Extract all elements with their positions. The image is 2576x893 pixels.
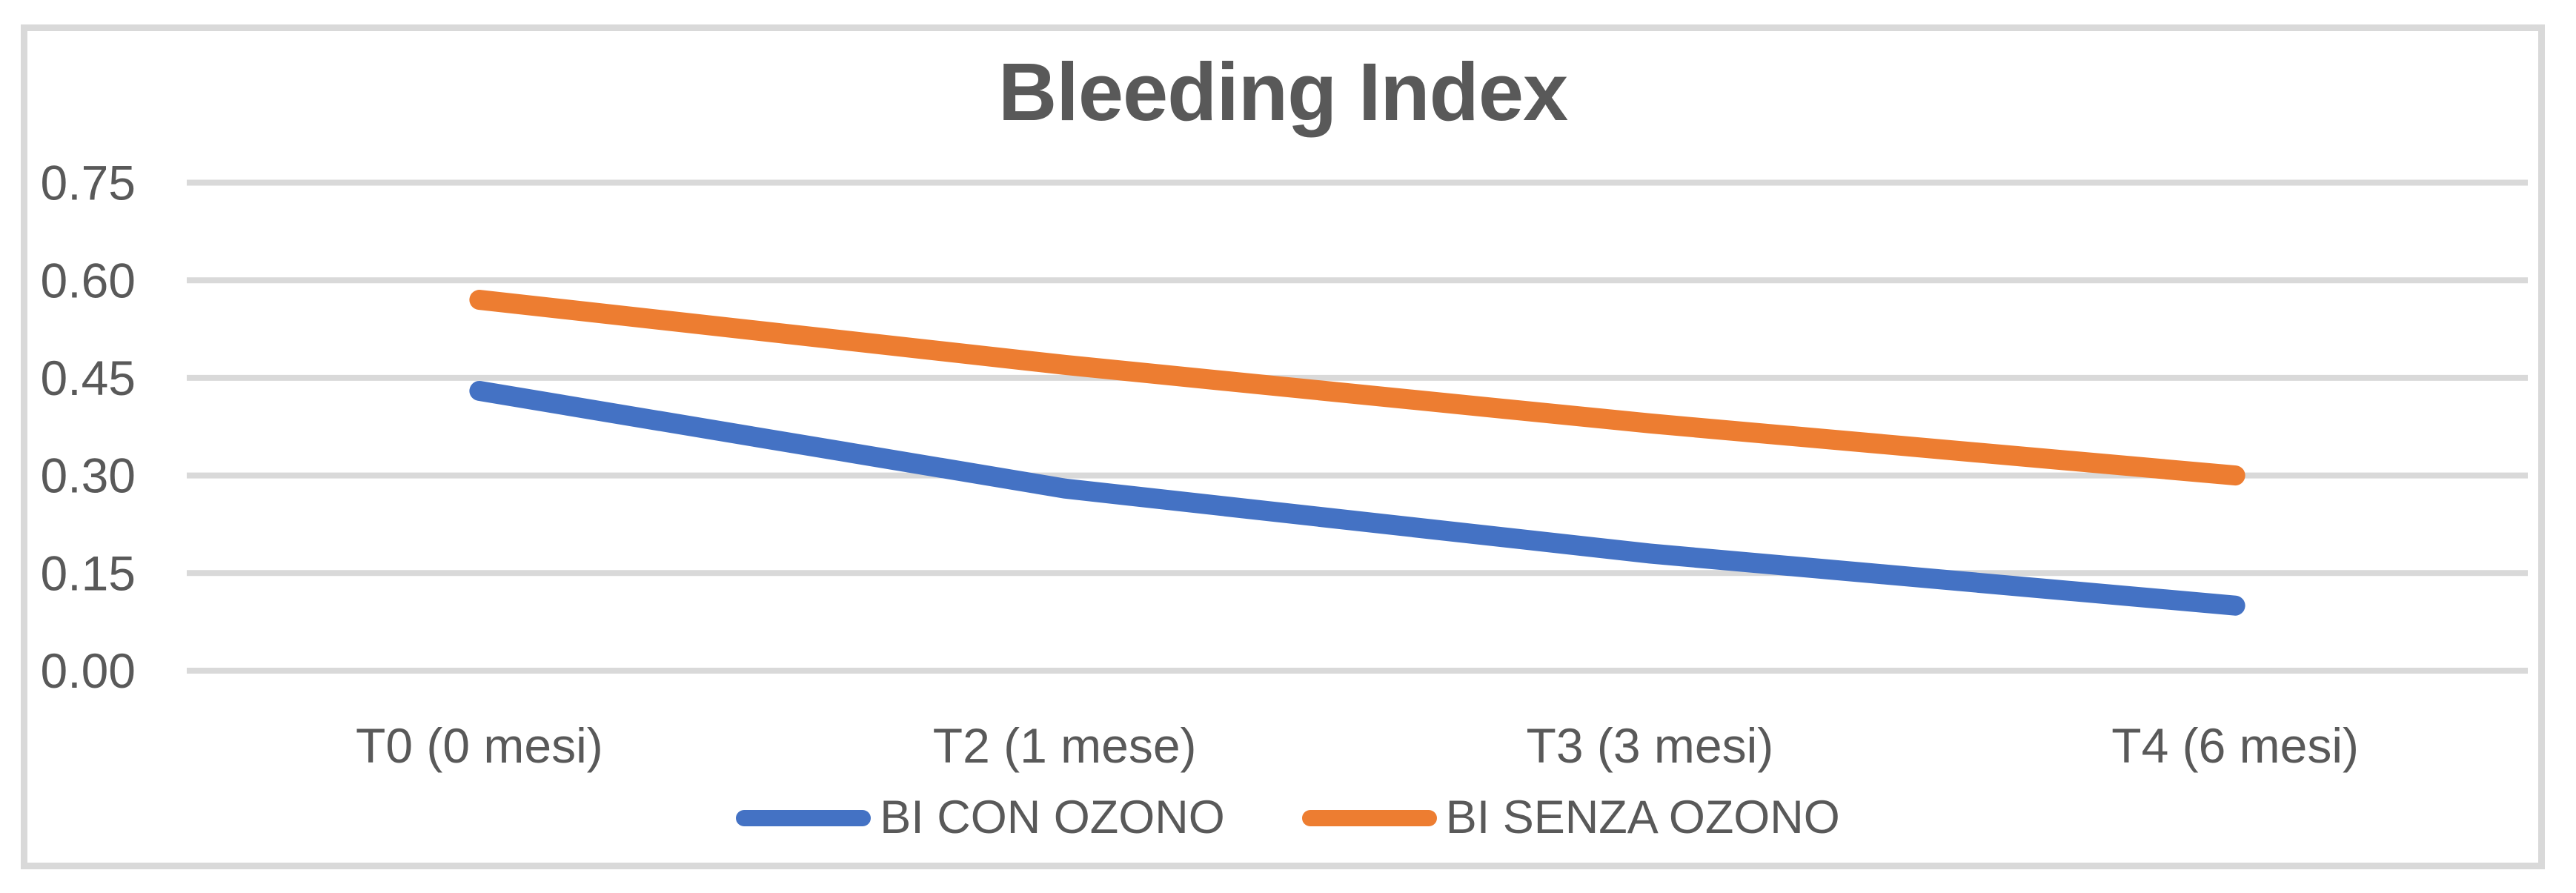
legend-line-swatch <box>1301 809 1437 826</box>
chart-title: Bleeding Index <box>997 47 1568 138</box>
y-axis-tick-label: 0.45 <box>41 351 136 405</box>
legend-item: BI CON OZONO <box>736 794 1225 841</box>
y-axis-tick-label: 0.00 <box>41 643 136 698</box>
y-axis-tick-label: 0.30 <box>41 448 136 503</box>
legend-item: BI SENZA OZONO <box>1301 791 1840 843</box>
legend-line-swatch <box>736 809 872 826</box>
x-axis-category-label: T3 (3 mesi) <box>1527 718 1774 773</box>
chart-border-frame <box>21 24 2545 869</box>
y-axis-tick-label: 0.15 <box>41 545 136 600</box>
x-axis-category-label: T0 (0 mesi) <box>356 718 603 773</box>
series-line-bi-con-ozono <box>469 380 2245 616</box>
x-axis-category-label: T4 (6 mesi) <box>2111 718 2359 773</box>
y-axis-tick-label: 0.60 <box>41 253 136 308</box>
series-line-bi-senza-ozono <box>469 290 2245 486</box>
y-axis-tick-label: 0.75 <box>41 156 136 210</box>
legend-label: BI SENZA OZONO <box>1445 791 1840 843</box>
legend: BI CON OZONO BI SENZA OZONO <box>0 794 2576 841</box>
x-axis-category-label: T2 (1 mese) <box>933 718 1197 773</box>
legend-label: BI CON OZONO <box>880 791 1225 843</box>
